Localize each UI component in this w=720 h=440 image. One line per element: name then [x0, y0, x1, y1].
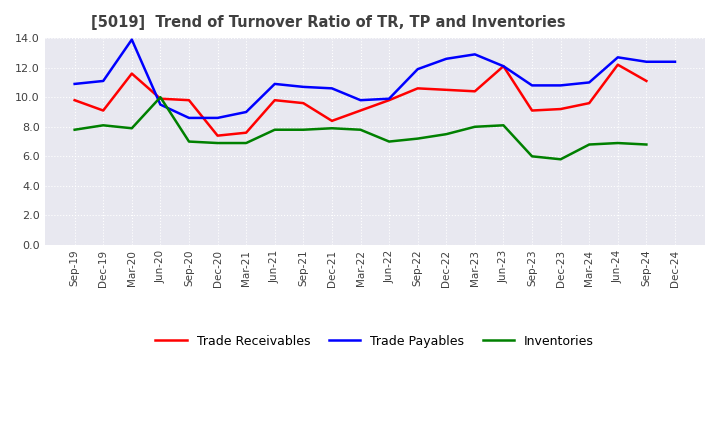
Inventories — [71, 127, 79, 132]
Trade Receivables — [184, 98, 193, 103]
Text: [5019]  Trend of Turnover Ratio of TR, TP and Inventories: [5019] Trend of Turnover Ratio of TR, TP… — [91, 15, 565, 30]
Trade Receivables — [499, 63, 508, 69]
Trade Payables — [71, 81, 79, 87]
Trade Receivables — [99, 108, 107, 113]
Inventories — [299, 127, 307, 132]
Trade Receivables — [442, 87, 451, 92]
Inventories — [471, 124, 480, 129]
Trade Payables — [413, 66, 422, 72]
Inventories — [156, 95, 165, 100]
Inventories — [213, 140, 222, 146]
Trade Receivables — [413, 86, 422, 91]
Inventories — [328, 125, 336, 131]
Inventories — [271, 127, 279, 132]
Line: Trade Receivables: Trade Receivables — [75, 65, 647, 136]
Trade Receivables — [356, 108, 365, 113]
Trade Payables — [356, 98, 365, 103]
Inventories — [585, 142, 593, 147]
Line: Inventories: Inventories — [75, 97, 647, 159]
Trade Payables — [585, 80, 593, 85]
Inventories — [557, 157, 565, 162]
Inventories — [642, 142, 651, 147]
Trade Payables — [471, 52, 480, 57]
Inventories — [499, 123, 508, 128]
Trade Receivables — [585, 100, 593, 106]
Trade Receivables — [127, 71, 136, 76]
Inventories — [184, 139, 193, 144]
Trade Payables — [242, 110, 251, 115]
Inventories — [442, 132, 451, 137]
Trade Payables — [384, 96, 393, 101]
Trade Payables — [442, 56, 451, 62]
Inventories — [127, 125, 136, 131]
Trade Payables — [299, 84, 307, 89]
Trade Receivables — [613, 62, 622, 67]
Trade Payables — [127, 37, 136, 42]
Trade Receivables — [384, 98, 393, 103]
Trade Payables — [642, 59, 651, 64]
Trade Payables — [499, 63, 508, 69]
Trade Payables — [670, 59, 679, 64]
Trade Receivables — [528, 108, 536, 113]
Inventories — [528, 154, 536, 159]
Trade Payables — [328, 86, 336, 91]
Trade Receivables — [271, 98, 279, 103]
Trade Receivables — [156, 96, 165, 101]
Inventories — [356, 127, 365, 132]
Trade Receivables — [328, 118, 336, 124]
Legend: Trade Receivables, Trade Payables, Inventories: Trade Receivables, Trade Payables, Inven… — [150, 330, 599, 353]
Line: Trade Payables: Trade Payables — [75, 40, 675, 118]
Inventories — [242, 140, 251, 146]
Trade Receivables — [557, 106, 565, 112]
Trade Receivables — [213, 133, 222, 138]
Inventories — [384, 139, 393, 144]
Trade Payables — [99, 78, 107, 84]
Trade Receivables — [642, 78, 651, 84]
Inventories — [613, 140, 622, 146]
Trade Payables — [613, 55, 622, 60]
Trade Payables — [156, 102, 165, 107]
Trade Payables — [213, 115, 222, 121]
Trade Receivables — [242, 130, 251, 136]
Trade Receivables — [471, 89, 480, 94]
Trade Receivables — [299, 100, 307, 106]
Trade Receivables — [71, 98, 79, 103]
Trade Payables — [184, 115, 193, 121]
Trade Payables — [528, 83, 536, 88]
Inventories — [413, 136, 422, 141]
Trade Payables — [557, 83, 565, 88]
Inventories — [99, 123, 107, 128]
Trade Payables — [271, 81, 279, 87]
